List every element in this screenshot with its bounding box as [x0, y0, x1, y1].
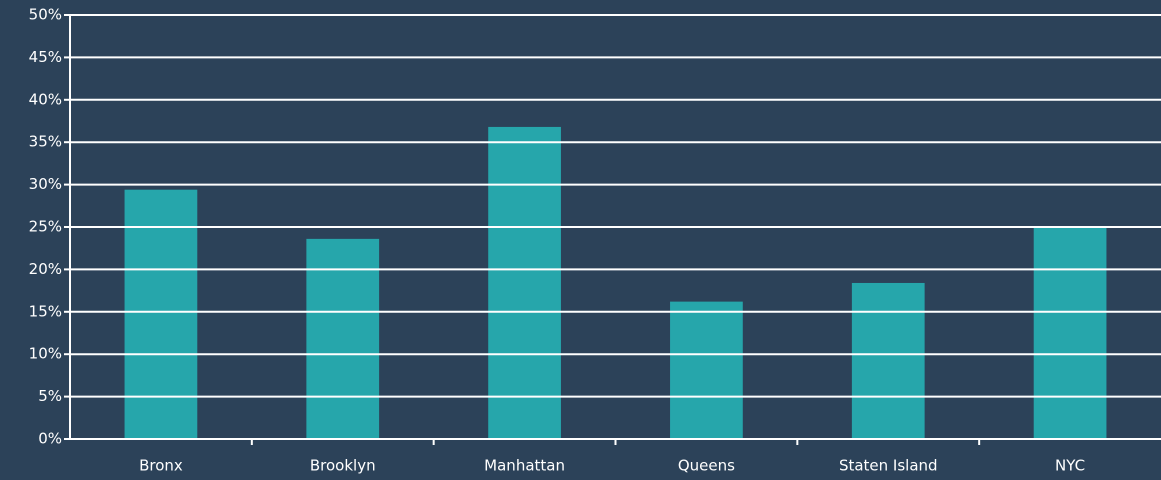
bar: [488, 126, 561, 439]
bar: [851, 282, 925, 439]
x-tick-label: Bronx: [139, 457, 183, 475]
x-tick-label: NYC: [1055, 457, 1085, 475]
y-tick-label: 50%: [29, 6, 62, 24]
x-tick-label: Brooklyn: [310, 457, 376, 475]
x-tick-label: Queens: [678, 457, 735, 475]
y-tick-label: 10%: [29, 345, 62, 363]
y-tick-label: 20%: [29, 260, 62, 278]
y-tick-label: 30%: [29, 175, 62, 193]
y-tick-label: 5%: [38, 387, 62, 405]
bar: [306, 238, 380, 439]
y-tick-label: 45%: [29, 48, 62, 66]
y-tick-label: 0%: [38, 430, 62, 448]
y-tick-label: 40%: [29, 90, 62, 108]
y-tick-label: 15%: [29, 302, 62, 320]
y-tick-label: 35%: [29, 133, 62, 151]
y-tick-label: 25%: [29, 218, 62, 236]
bar: [1033, 227, 1107, 439]
x-tick-label: Staten Island: [839, 457, 938, 475]
bar: [670, 301, 743, 439]
x-tick-label: Manhattan: [484, 457, 565, 475]
